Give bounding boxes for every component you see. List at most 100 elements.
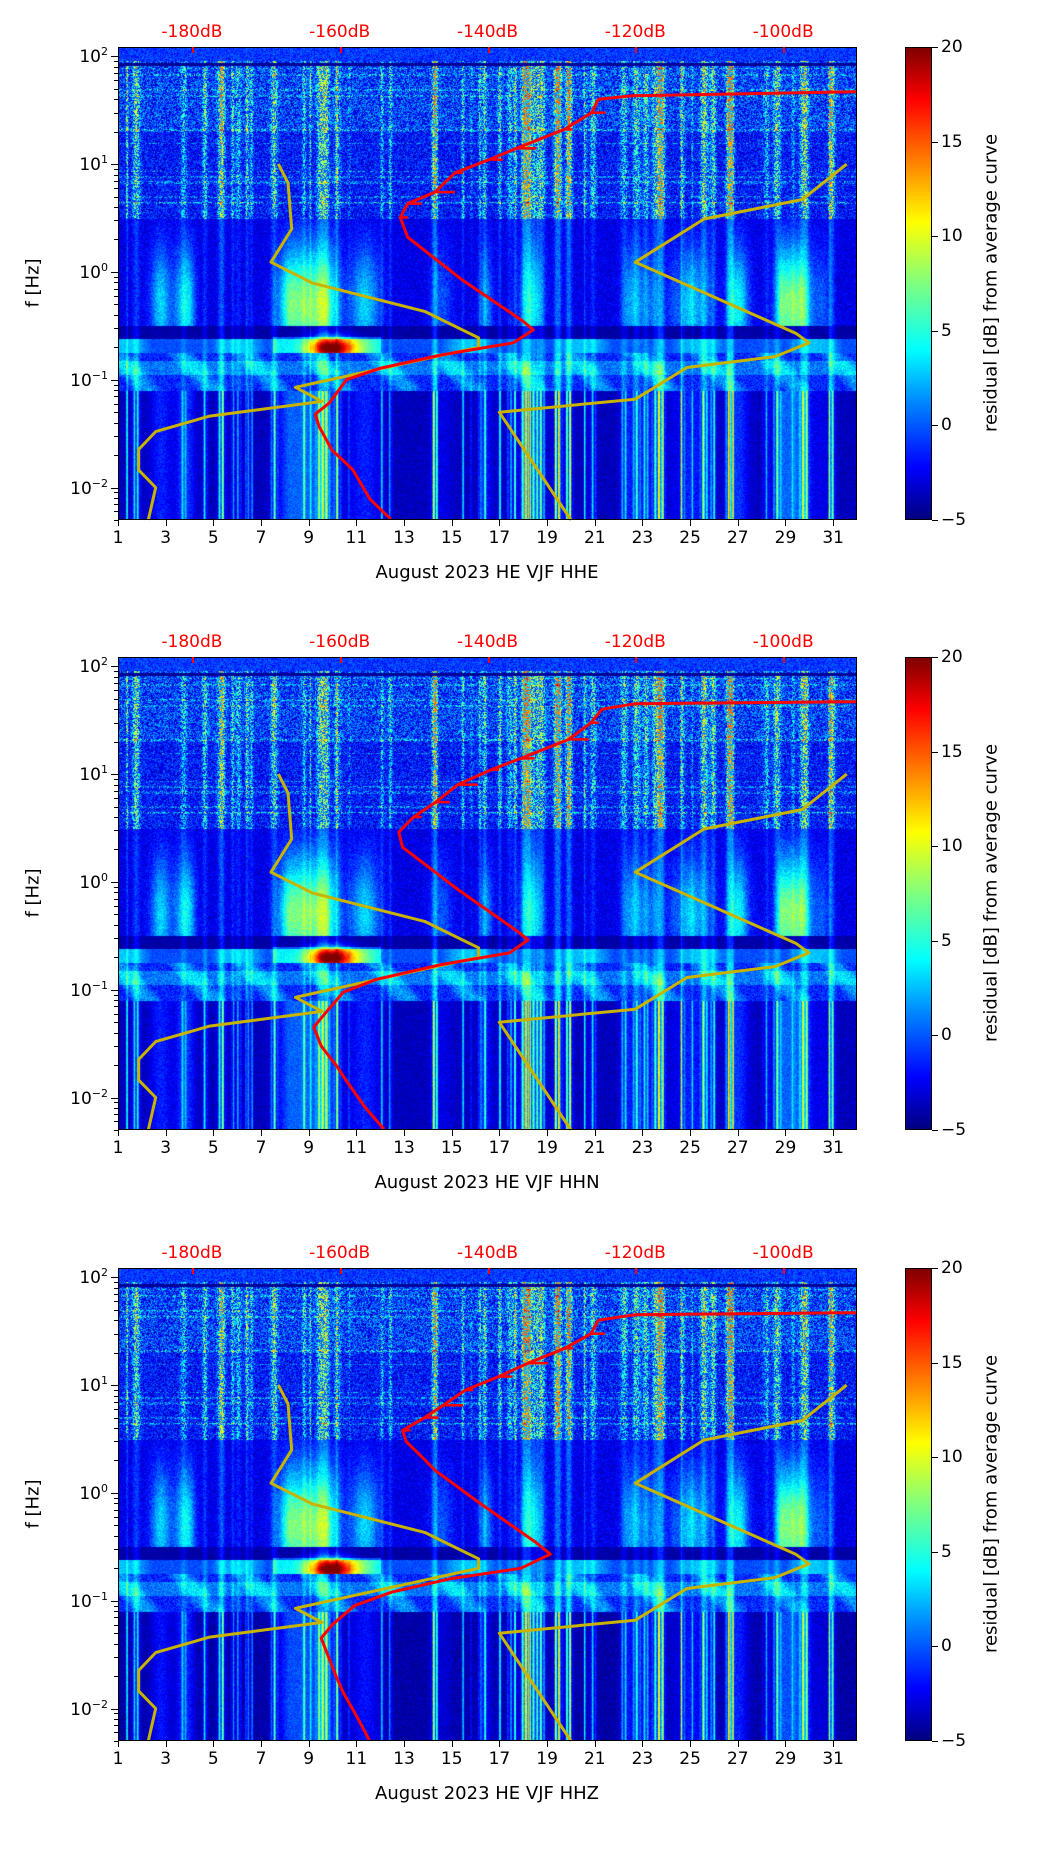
y-minor-tick: [114, 1395, 118, 1397]
x-tick-mark: [261, 1741, 263, 1747]
plot-overlay: [137, 90, 858, 521]
y-minor-tick: [114, 1617, 118, 1619]
y-minor-tick: [114, 304, 118, 306]
x-tick-mark: [213, 1130, 215, 1136]
x-tick-label: 19: [536, 528, 558, 548]
colorbar: [905, 47, 932, 520]
top-axis-db-label: -140dB: [456, 1243, 519, 1263]
x-tick-label: 17: [488, 1749, 511, 1769]
low-noise-model-curve: [137, 773, 481, 1131]
colorbar-tick-label: 10: [941, 226, 963, 247]
top-tick-mark: [339, 47, 342, 53]
y-minor-tick: [114, 1013, 118, 1015]
psd-curve: [312, 700, 858, 1131]
x-tick-mark: [547, 1130, 549, 1136]
x-tick-label: 21: [583, 1749, 606, 1769]
x-tick-mark: [356, 1741, 358, 1747]
x-tick-label: 29: [774, 1749, 797, 1769]
y-minor-tick: [114, 276, 118, 278]
y-minor-tick: [114, 1525, 118, 1527]
colorbar-tick-mark: [932, 330, 938, 332]
x-tick-label: 13: [393, 1749, 415, 1769]
x-tick-mark: [404, 1741, 406, 1747]
x-tick-mark: [118, 1741, 119, 1747]
x-tick-label: 27: [726, 1138, 749, 1158]
colorbar-tick-label: 20: [941, 37, 963, 57]
y-tick-mark: [111, 1385, 118, 1387]
x-tick-label: 31: [822, 1138, 844, 1158]
x-tick-mark: [737, 520, 739, 526]
colorbar-tick-mark: [932, 1646, 938, 1648]
x-tick-label: 27: [726, 528, 749, 548]
colorbar-tick-mark: [932, 751, 938, 753]
y-minor-tick: [114, 741, 118, 743]
y-minor-tick: [114, 830, 118, 832]
x-tick-mark: [690, 520, 692, 526]
x-tick-mark: [261, 520, 263, 526]
y-minor-tick: [114, 1309, 118, 1311]
x-tick-label: 11: [345, 528, 368, 548]
x-tick-label: 19: [536, 1749, 558, 1769]
y-minor-tick: [114, 207, 118, 209]
x-tick-label: 7: [255, 1749, 267, 1769]
y-tick-mark: [111, 164, 118, 166]
y-minor-tick: [114, 1713, 118, 1715]
x-tick-mark: [737, 1130, 739, 1136]
top-axis-db-label: -120dB: [604, 22, 666, 42]
top-tick-mark: [487, 1268, 490, 1274]
x-axis-label: August 2023 HE VJF HHZ: [375, 1783, 599, 1804]
x-tick-mark: [261, 1130, 263, 1136]
y-minor-tick: [114, 957, 118, 959]
y-minor-tick: [114, 849, 118, 851]
y-tick-mark: [111, 1492, 118, 1494]
y-minor-tick: [114, 1352, 118, 1354]
colorbar-tick-label: 15: [941, 1352, 963, 1373]
y-minor-tick: [114, 188, 118, 190]
x-tick-mark: [308, 520, 310, 526]
y-minor-tick: [114, 99, 118, 101]
colorbar-tick-mark: [932, 1741, 938, 1742]
spectrogram-panel-hhz: f [Hz] August 2023 HE VJF HHZ residual […: [0, 1243, 1052, 1868]
colorbar-tick-mark: [932, 657, 938, 658]
x-tick-label: 3: [160, 1138, 172, 1158]
x-tick-mark: [833, 1130, 835, 1136]
y-minor-tick: [114, 1287, 118, 1289]
y-minor-tick: [114, 1568, 118, 1570]
y-minor-tick: [114, 66, 118, 68]
x-tick-mark: [499, 1130, 501, 1136]
colorbar-tick-mark: [932, 141, 938, 143]
y-minor-tick: [114, 1460, 118, 1462]
y-minor-tick: [114, 1643, 118, 1645]
x-tick-label: 13: [393, 1138, 415, 1158]
psd-curve: [319, 1311, 858, 1741]
x-tick-mark: [594, 520, 596, 526]
top-axis-db-label: -120dB: [604, 1243, 666, 1263]
x-tick-label: 11: [345, 1749, 368, 1769]
y-tick-mark: [111, 774, 118, 776]
y-minor-tick: [114, 817, 118, 819]
y-tick-label: 10−1: [70, 368, 108, 391]
y-minor-tick: [114, 1294, 118, 1295]
y-tick-mark: [111, 1097, 118, 1099]
y-minor-tick: [114, 1497, 118, 1499]
y-tick-mark: [111, 379, 118, 381]
top-tick-mark: [635, 1268, 638, 1274]
y-minor-tick: [114, 497, 118, 499]
x-tick-mark: [404, 1130, 406, 1136]
y-minor-tick: [114, 455, 118, 457]
y-minor-tick: [114, 220, 118, 222]
x-tick-label: 31: [822, 1749, 844, 1769]
y-minor-tick: [114, 295, 118, 297]
colorbar-tick-mark: [932, 1035, 938, 1037]
top-tick-mark: [783, 657, 786, 663]
x-tick-mark: [499, 520, 501, 526]
y-minor-tick: [114, 1006, 118, 1008]
y-minor-tick: [114, 1718, 118, 1720]
top-axis-db-label: -180dB: [161, 22, 223, 42]
y-minor-tick: [114, 1441, 118, 1443]
y-minor-tick: [114, 492, 118, 494]
y-minor-tick: [114, 1320, 118, 1322]
x-tick-label: 15: [440, 1749, 463, 1769]
y-minor-tick: [114, 1611, 118, 1613]
colorbar-label: residual [dB] from average curve: [980, 1354, 1002, 1654]
